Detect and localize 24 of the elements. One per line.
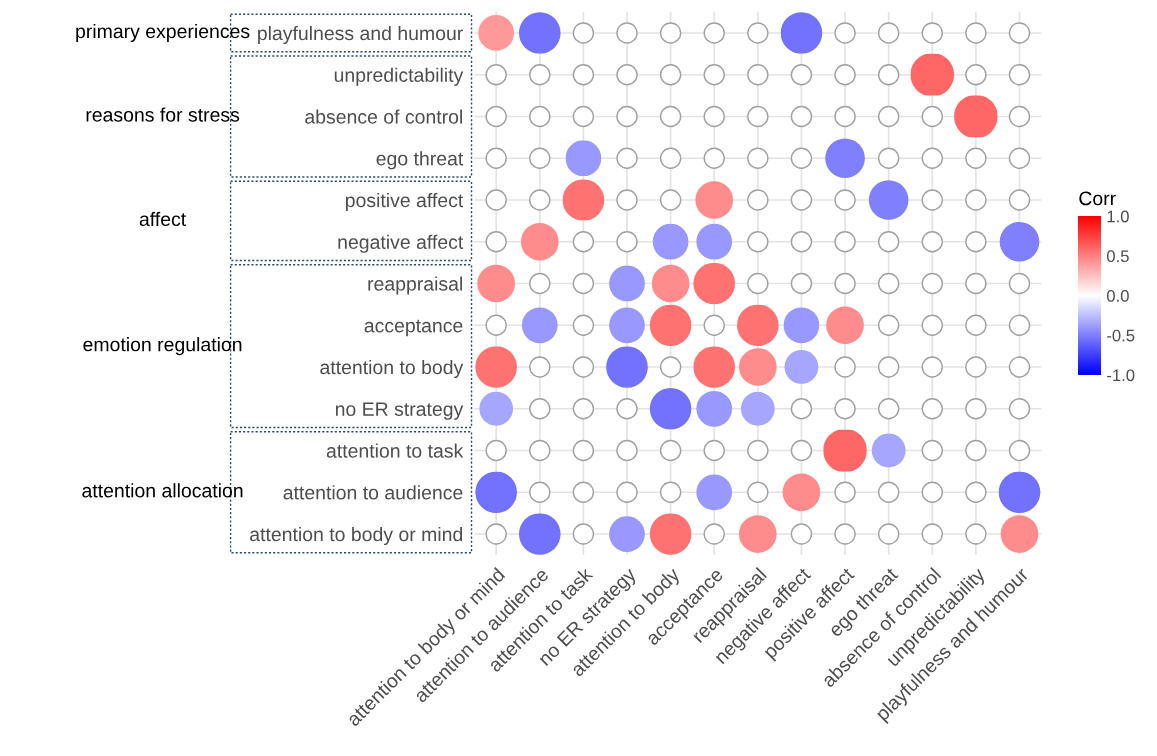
y-tick-label: attention to body [320,359,464,379]
y-tick-label: attention to audience [283,485,463,500]
y-tick-label: unpredictability [334,67,464,86]
color-bar-label: -0.5 [1107,329,1135,342]
color-bar-label: 1.0 [1107,210,1129,223]
y-tick-label: attention to body or mind [250,526,463,546]
y-tick-label: no ER strategy [335,402,464,420]
y-tick-label: playfulness and humour [258,25,463,45]
text: primary experiences [76,23,250,43]
color-bar-label: 0.5 [1106,250,1129,263]
color-bar-label: -1.0 [1107,369,1135,382]
y-tick-label: absence of control [305,109,462,124]
y-tick-label: ego threat [376,151,464,170]
y-tick-label: negative affect [338,234,464,253]
text: attention allocation [82,483,243,498]
color-bar-label: 0.0 [1106,290,1129,302]
y-tick-label: acceptance [364,319,463,337]
y-tick-label: attention to task [326,443,464,458]
text: emotion regulation [83,337,242,356]
y-tick-label: reappraisal [368,276,462,295]
text: reasons for stress [86,107,240,122]
color-bar-title: Corr [1079,191,1116,206]
y-tick-label: positive affect [345,192,464,212]
text: affect [139,211,187,227]
